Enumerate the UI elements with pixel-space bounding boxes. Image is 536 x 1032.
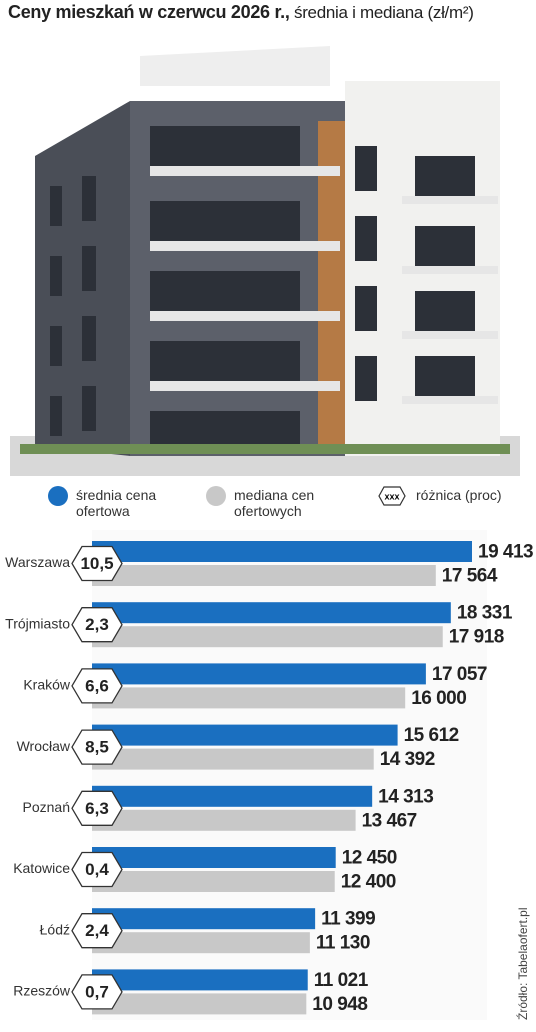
source: Źródło: Tabelaofert.pl — [515, 907, 530, 1020]
difference-label: 2,4 — [85, 921, 109, 940]
bar — [92, 993, 307, 1015]
category-label: Poznań — [23, 799, 70, 815]
difference-hexagon — [71, 974, 123, 1010]
bar — [92, 847, 336, 868]
bar — [92, 602, 451, 624]
difference-label: 6,6 — [85, 676, 109, 695]
chart-subtitle: średnia i mediana (zł/m²) — [294, 3, 474, 22]
hedge — [20, 444, 510, 454]
bar — [92, 565, 436, 586]
value-label: 12 450 — [342, 848, 397, 869]
value-label: 17 918 — [449, 627, 504, 648]
chart-title: Ceny mieszkań w czerwcu 2026 r., — [8, 2, 290, 22]
value-label: 14 313 — [378, 786, 433, 807]
value-label: 14 392 — [380, 749, 435, 770]
value-label: 10 948 — [312, 994, 367, 1015]
bar — [92, 908, 316, 930]
windows — [50, 126, 475, 451]
value-label: 17 564 — [442, 566, 498, 587]
difference-label: 0,7 — [85, 982, 109, 1001]
category-label: Wrocław — [17, 738, 71, 754]
difference-hexagon — [71, 545, 123, 582]
legend-hexagon: xxx — [378, 486, 406, 506]
title-line: Ceny mieszkań w czerwcu 2026 r., średnia… — [8, 2, 474, 23]
category-label: Łódź — [40, 921, 70, 937]
bar — [92, 687, 406, 709]
difference-label: 2,3 — [85, 615, 109, 634]
chart: Źródło: Tabelaofert.pl Warszawa 19 413 17 … — [5, 530, 534, 1020]
balconies — [150, 166, 498, 404]
difference-label: 0,4 — [85, 860, 109, 879]
legend-label: różnica (proc) — [416, 487, 502, 503]
legend-swatch — [206, 486, 226, 506]
value-label: 12 400 — [341, 872, 396, 893]
bar — [92, 969, 308, 991]
bar — [92, 724, 398, 746]
category-label: Trójmiasto — [5, 615, 70, 631]
difference-label: 10,5 — [80, 554, 113, 573]
category-label: Katowice — [13, 860, 70, 876]
legend-marker-text: xxx — [384, 491, 399, 501]
difference-hexagon — [71, 790, 123, 826]
legend-label: średnia cena ofertowa — [76, 487, 157, 519]
category-label: Warszawa — [5, 554, 70, 570]
category-label: Kraków — [23, 677, 71, 693]
legend-swatch — [48, 486, 68, 506]
value-label: 18 331 — [457, 603, 513, 624]
value-label: 11 021 — [314, 970, 369, 991]
bar — [92, 785, 373, 807]
bar — [92, 541, 472, 562]
bar — [92, 748, 374, 770]
difference-hexagon — [71, 913, 123, 949]
difference-label: 8,5 — [85, 738, 109, 757]
category-label: Rzeszów — [13, 983, 71, 999]
legend-label: mediana cen ofertowych — [234, 487, 315, 519]
difference-hexagon — [71, 668, 123, 704]
value-label: 17 057 — [432, 664, 487, 685]
difference-hexagon — [71, 607, 123, 643]
bar — [92, 626, 443, 648]
value-label: 16 000 — [411, 688, 466, 709]
value-label: 19 413 — [478, 542, 533, 563]
difference-hexagon — [71, 729, 123, 765]
building-illustration — [10, 46, 520, 476]
top-floor — [140, 46, 330, 86]
bar — [92, 809, 356, 831]
value-label: 13 467 — [362, 810, 417, 831]
value-label: 11 399 — [321, 909, 375, 930]
difference-label: 6,3 — [85, 799, 109, 818]
value-label: 15 612 — [404, 725, 459, 746]
bar — [92, 663, 426, 685]
difference-hexagon — [71, 851, 123, 888]
value-label: 11 130 — [316, 933, 370, 954]
bar — [92, 871, 335, 892]
bar — [92, 932, 310, 954]
